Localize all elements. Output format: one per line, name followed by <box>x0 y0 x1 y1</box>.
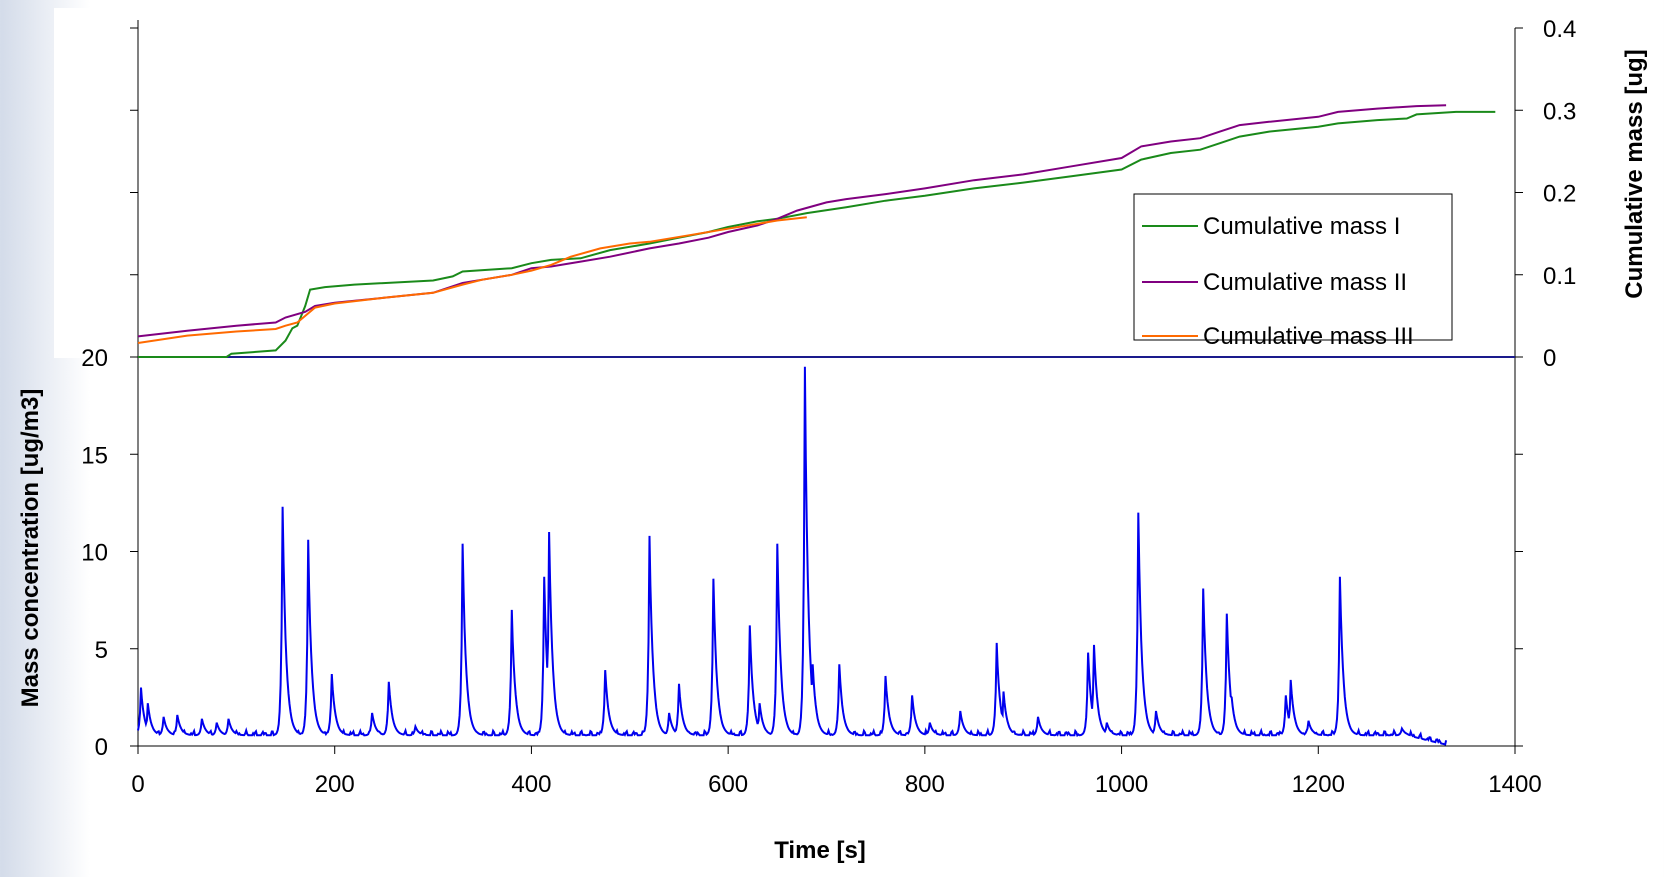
left-tick-label: 15 <box>81 442 108 469</box>
x-tick-label: 0 <box>131 771 144 798</box>
x-tick-label: 200 <box>315 771 355 798</box>
series-line-mass-concentration <box>137 366 1448 746</box>
x-tick-label: 400 <box>511 771 551 798</box>
left-tick-label: 0 <box>95 734 108 761</box>
series-layer <box>137 104 1496 746</box>
legend: Cumulative mass I Cumulative mass II Cum… <box>1133 193 1453 350</box>
axes <box>130 20 1523 754</box>
legend-label-cumulative-mass-iii: Cumulative mass III <box>1203 323 1414 350</box>
left-tick-label: 5 <box>95 637 108 664</box>
right-axis-title: Cumulative mass [ug] <box>1621 49 1648 298</box>
right-tick-label: 0.1 <box>1543 263 1576 290</box>
left-axis-title: Mass concentration [ug/m3] <box>17 389 44 708</box>
x-tick-label: 1200 <box>1292 771 1345 798</box>
legend-label-cumulative-mass-ii: Cumulative mass II <box>1203 269 1407 296</box>
right-tick-label: 0.2 <box>1543 181 1576 208</box>
right-tick-label: 0.3 <box>1543 98 1576 125</box>
left-tick-label: 20 <box>81 345 108 372</box>
x-tick-label: 600 <box>708 771 748 798</box>
right-tick-label: 0.4 <box>1543 16 1576 43</box>
right-tick-label: 0 <box>1543 345 1556 372</box>
series-line-cumulative-mass-iii <box>137 216 807 344</box>
legend-label-cumulative-mass-i: Cumulative mass I <box>1203 213 1400 240</box>
x-axis-title: Time [s] <box>774 837 866 864</box>
series-line-cumulative-mass-i <box>138 110 1496 358</box>
legend-box <box>1133 193 1453 341</box>
left-tick-label: 10 <box>81 540 108 567</box>
x-tick-label: 1000 <box>1095 771 1148 798</box>
x-tick-label: 1400 <box>1488 771 1541 798</box>
x-tick-label: 800 <box>905 771 945 798</box>
